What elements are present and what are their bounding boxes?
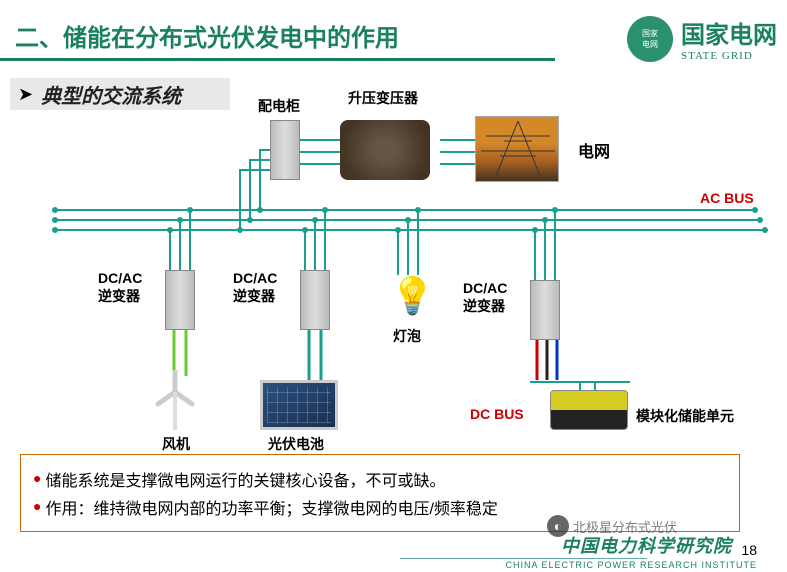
page-title: 二、储能在分布式光伏发电中的作用 (15, 18, 399, 53)
inverter-2-icon (300, 270, 330, 330)
inverter-3-icon (530, 280, 560, 340)
footer-org-en: CHINA ELECTRIC POWER RESEARCH INSTITUTE (505, 560, 757, 570)
label-lamp: 灯泡 (393, 326, 421, 346)
label-cabinet: 配电柜 (258, 96, 300, 116)
info-line-1: ● 储能系统是支撑微电网运行的关键核心设备，不可或缺。 (33, 467, 727, 491)
transformer-icon (340, 120, 430, 180)
page-number: 18 (741, 542, 757, 558)
bullet-icon: ● (33, 470, 41, 486)
label-inverter-2: DC/AC 逆变器 (233, 270, 277, 306)
footer: 中国电力科学研究院 18 CHINA ELECTRIC POWER RESEAR… (0, 536, 787, 572)
brand-logo: 国家电网 国家电网 STATE GRID (627, 15, 777, 62)
label-pv: 光伏电池 (268, 434, 324, 454)
logo-text-cn: 国家电网 (681, 15, 777, 50)
bullet-icon: ● (33, 498, 41, 514)
footer-org-cn: 中国电力科学研究院 (561, 532, 732, 558)
info-text-1: 储能系统是支撑微电网运行的关键核心设备，不可或缺。 (45, 467, 445, 491)
distribution-cabinet-icon (270, 120, 300, 180)
label-transformer: 升压变压器 (348, 88, 418, 108)
footer-rule (400, 558, 647, 559)
logo-emblem-icon: 国家电网 (627, 16, 673, 62)
label-grid: 电网 (578, 138, 610, 162)
title-underline (0, 58, 555, 61)
label-storage: 模块化储能单元 (636, 406, 734, 426)
inverter-1-icon (165, 270, 195, 330)
label-ac-bus: AC BUS (700, 190, 754, 206)
header: 二、储能在分布式光伏发电中的作用 国家电网 国家电网 STATE GRID (0, 10, 787, 70)
label-dc-bus: DC BUS (470, 406, 524, 422)
label-inverter-3: DC/AC 逆变器 (463, 280, 507, 316)
grid-pylon-icon (475, 116, 559, 182)
battery-storage-icon (550, 390, 628, 430)
system-diagram: 配电柜 升压变压器 电网 AC BUS DC/AC 逆变器 DC/AC 逆变器 … (0, 80, 787, 460)
wind-turbine-icon (140, 370, 210, 430)
pv-panel-icon (260, 380, 338, 430)
logo-text-en: STATE GRID (681, 50, 777, 62)
info-text-2: 作用：维持微电网内部的功率平衡；支撑微电网的电压/频率稳定 (45, 495, 497, 519)
label-inverter-1: DC/AC 逆变器 (98, 270, 142, 306)
label-wind: 风机 (162, 434, 190, 454)
lamp-icon: 💡 (390, 275, 435, 317)
